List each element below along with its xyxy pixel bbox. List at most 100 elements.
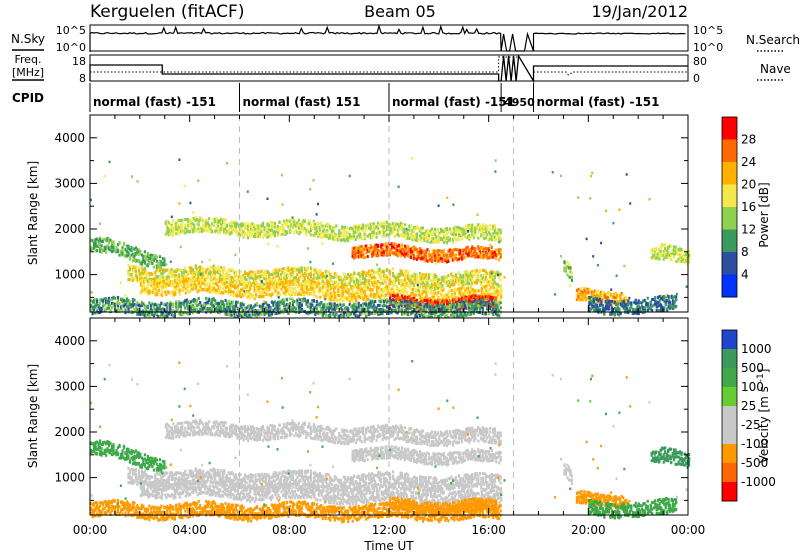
echo-cell (227, 276, 230, 280)
echo-cell (337, 289, 340, 293)
echo-cell (158, 260, 161, 264)
echo-cell (376, 285, 379, 289)
echo-cell (201, 279, 204, 283)
echo-cell (308, 219, 311, 223)
echo-cell (179, 228, 182, 232)
echo-cell (362, 276, 365, 280)
echo-cell (217, 280, 220, 284)
echo-cell (463, 296, 466, 300)
echo-cell (329, 226, 332, 230)
echo-cell (103, 303, 106, 307)
echo-cell (459, 227, 462, 231)
echo-cell (139, 251, 142, 254)
echo-cell (213, 283, 216, 286)
echo-cell (472, 246, 475, 250)
echo-cell (290, 268, 293, 272)
echo-cell (402, 230, 405, 234)
echo-cell (471, 226, 474, 230)
frequency-trace (89, 53, 688, 84)
echo-cell (137, 252, 140, 256)
echo-cell (285, 268, 288, 272)
echo-cell (351, 234, 354, 238)
echo-cell (362, 270, 365, 274)
echo-cell (474, 269, 477, 273)
echo-cell (269, 273, 272, 277)
echo-cell (342, 230, 345, 234)
echo-cell (139, 277, 142, 281)
echo-cell (316, 295, 319, 299)
echo-cell (480, 253, 483, 257)
echo-cell (137, 266, 140, 270)
echo-cell (426, 229, 429, 233)
echo-cell (145, 289, 148, 293)
echo-cell (317, 274, 320, 278)
echo-cell (341, 299, 344, 303)
echo-cell (293, 267, 296, 271)
echo-cell (267, 227, 271, 231)
echo-cell (205, 282, 208, 286)
echo-cell (308, 286, 311, 290)
echo-cell (175, 279, 178, 283)
echo-cell (426, 240, 429, 243)
echo-cell (332, 290, 335, 294)
echo-cell (441, 289, 444, 292)
echo-cell (228, 282, 231, 286)
echo-cell (490, 304, 493, 308)
echo-cell (357, 233, 360, 237)
echo-cell (273, 234, 277, 238)
echo-cell (477, 223, 480, 227)
echo-cell (184, 269, 187, 273)
echo-cell (263, 272, 266, 275)
echo-cell (459, 252, 462, 256)
echo-cell (423, 237, 426, 241)
echo-cell (456, 225, 459, 229)
echo-cell (364, 289, 367, 293)
echo-cell (277, 283, 280, 287)
echo-cell (164, 269, 167, 272)
echo-cell (420, 290, 424, 294)
echo-cell (469, 251, 472, 255)
echo-cell (291, 267, 294, 271)
echo-cell (269, 228, 272, 232)
echo-cell (246, 284, 249, 288)
echo-cell (398, 291, 401, 295)
echo-cell (171, 283, 174, 287)
echo-cell (346, 290, 349, 294)
echo-cell (459, 293, 462, 297)
echo-cell (422, 289, 425, 293)
echo-cell (372, 245, 375, 249)
echo-cell (409, 234, 413, 238)
echo-cell (341, 292, 344, 295)
echo-cell (206, 267, 209, 271)
echo-cell (411, 228, 414, 232)
echo-cell (380, 277, 383, 281)
echo-cell (194, 264, 197, 268)
echo-cell (386, 233, 389, 237)
echo-cell (449, 289, 452, 292)
echo-cell (498, 228, 501, 232)
echo-cell (289, 283, 292, 287)
echo-cell (329, 277, 332, 281)
echo-cell (333, 233, 336, 237)
echo-cell (359, 296, 362, 300)
echo-cell (483, 293, 486, 297)
echo-cell (323, 274, 326, 278)
echo-cell (318, 272, 321, 276)
echo-cell (492, 271, 495, 275)
echo-cell (481, 256, 484, 260)
echo-cell (382, 288, 385, 292)
echo-cell (384, 228, 387, 231)
echo-cell (418, 275, 422, 279)
echo-cell (155, 264, 158, 268)
echo-cell (280, 281, 283, 285)
echo-cell (345, 231, 348, 235)
echo-cell (243, 284, 246, 288)
echo-cell (384, 233, 387, 237)
echo-cell (445, 276, 448, 279)
echo-cell (371, 228, 374, 232)
echo-cell (498, 284, 501, 288)
echo-cell (251, 276, 254, 280)
echo-cell (455, 289, 458, 293)
echo-cell (199, 218, 202, 222)
echo-cell (227, 232, 230, 236)
